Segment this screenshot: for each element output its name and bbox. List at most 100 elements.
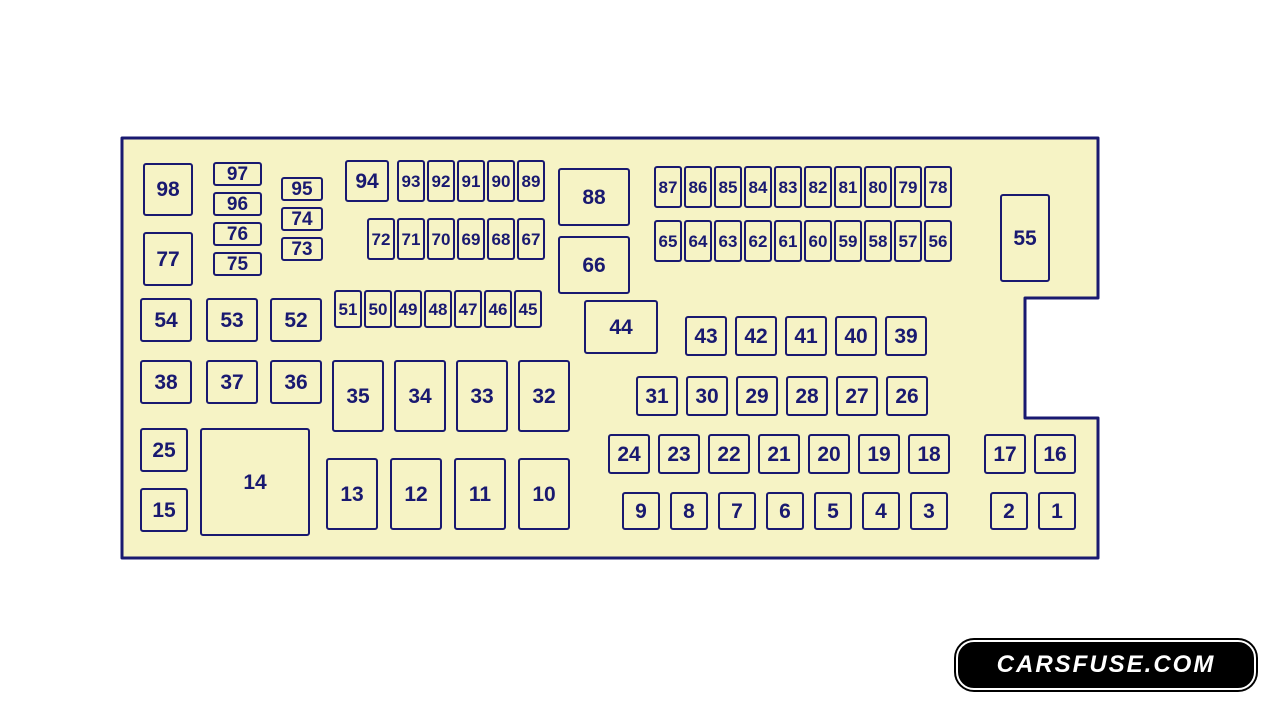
fuse-39: 39: [885, 316, 927, 356]
watermark-text: CARSFUSE.COM: [997, 651, 1216, 679]
fuse-84: 84: [744, 166, 772, 208]
fuse-78: 78: [924, 166, 952, 208]
fuse-panel-outline: [0, 0, 1280, 720]
fuse-6: 6: [766, 492, 804, 530]
fuse-15: 15: [140, 488, 188, 532]
fuse-27: 27: [836, 376, 878, 416]
fuse-31: 31: [636, 376, 678, 416]
fuse-13: 13: [326, 458, 378, 530]
fuse-88: 88: [558, 168, 630, 226]
fuse-11: 11: [454, 458, 506, 530]
fuse-68: 68: [487, 218, 515, 260]
fuse-41: 41: [785, 316, 827, 356]
fuse-42: 42: [735, 316, 777, 356]
fuse-92: 92: [427, 160, 455, 202]
fuse-98: 98: [143, 163, 193, 216]
fuse-64: 64: [684, 220, 712, 262]
fuse-1: 1: [1038, 492, 1076, 530]
fuse-33: 33: [456, 360, 508, 432]
fuse-24: 24: [608, 434, 650, 474]
fuse-3: 3: [910, 492, 948, 530]
fuse-61: 61: [774, 220, 802, 262]
fuse-81: 81: [834, 166, 862, 208]
fuse-93: 93: [397, 160, 425, 202]
fuse-62: 62: [744, 220, 772, 262]
fuse-90: 90: [487, 160, 515, 202]
fuse-32: 32: [518, 360, 570, 432]
fuse-14: 14: [200, 428, 310, 536]
diagram-stage: 9897967675957473949392919089727170696867…: [0, 0, 1280, 720]
fuse-34: 34: [394, 360, 446, 432]
fuse-48: 48: [424, 290, 452, 328]
fuse-58: 58: [864, 220, 892, 262]
fuse-29: 29: [736, 376, 778, 416]
fuse-82: 82: [804, 166, 832, 208]
fuse-54: 54: [140, 298, 192, 342]
fuse-91: 91: [457, 160, 485, 202]
fuse-94: 94: [345, 160, 389, 202]
fuse-7: 7: [718, 492, 756, 530]
watermark: CARSFUSE.COM: [956, 640, 1256, 690]
fuse-46: 46: [484, 290, 512, 328]
fuse-38: 38: [140, 360, 192, 404]
fuse-16: 16: [1034, 434, 1076, 474]
fuse-40: 40: [835, 316, 877, 356]
fuse-36: 36: [270, 360, 322, 404]
fuse-37: 37: [206, 360, 258, 404]
fuse-85: 85: [714, 166, 742, 208]
fuse-67: 67: [517, 218, 545, 260]
fuse-69: 69: [457, 218, 485, 260]
fuse-79: 79: [894, 166, 922, 208]
fuse-23: 23: [658, 434, 700, 474]
fuse-96: 96: [213, 192, 262, 216]
fuse-63: 63: [714, 220, 742, 262]
fuse-65: 65: [654, 220, 682, 262]
fuse-86: 86: [684, 166, 712, 208]
fuse-30: 30: [686, 376, 728, 416]
fuse-49: 49: [394, 290, 422, 328]
fuse-89: 89: [517, 160, 545, 202]
fuse-10: 10: [518, 458, 570, 530]
fuse-2: 2: [990, 492, 1028, 530]
fuse-83: 83: [774, 166, 802, 208]
fuse-12: 12: [390, 458, 442, 530]
fuse-71: 71: [397, 218, 425, 260]
fuse-87: 87: [654, 166, 682, 208]
fuse-60: 60: [804, 220, 832, 262]
fuse-77: 77: [143, 232, 193, 286]
fuse-57: 57: [894, 220, 922, 262]
fuse-8: 8: [670, 492, 708, 530]
fuse-55: 55: [1000, 194, 1050, 282]
fuse-26: 26: [886, 376, 928, 416]
fuse-72: 72: [367, 218, 395, 260]
fuse-17: 17: [984, 434, 1026, 474]
fuse-9: 9: [622, 492, 660, 530]
fuse-43: 43: [685, 316, 727, 356]
fuse-50: 50: [364, 290, 392, 328]
fuse-73: 73: [281, 237, 323, 261]
fuse-20: 20: [808, 434, 850, 474]
fuse-97: 97: [213, 162, 262, 186]
fuse-95: 95: [281, 177, 323, 201]
fuse-35: 35: [332, 360, 384, 432]
fuse-22: 22: [708, 434, 750, 474]
fuse-76: 76: [213, 222, 262, 246]
fuse-18: 18: [908, 434, 950, 474]
fuse-47: 47: [454, 290, 482, 328]
fuse-56: 56: [924, 220, 952, 262]
fuse-74: 74: [281, 207, 323, 231]
fuse-25: 25: [140, 428, 188, 472]
fuse-52: 52: [270, 298, 322, 342]
fuse-44: 44: [584, 300, 658, 354]
fuse-45: 45: [514, 290, 542, 328]
fuse-28: 28: [786, 376, 828, 416]
fuse-19: 19: [858, 434, 900, 474]
fuse-59: 59: [834, 220, 862, 262]
fuse-80: 80: [864, 166, 892, 208]
fuse-66: 66: [558, 236, 630, 294]
fuse-5: 5: [814, 492, 852, 530]
fuse-4: 4: [862, 492, 900, 530]
fuse-70: 70: [427, 218, 455, 260]
fuse-21: 21: [758, 434, 800, 474]
fuse-53: 53: [206, 298, 258, 342]
